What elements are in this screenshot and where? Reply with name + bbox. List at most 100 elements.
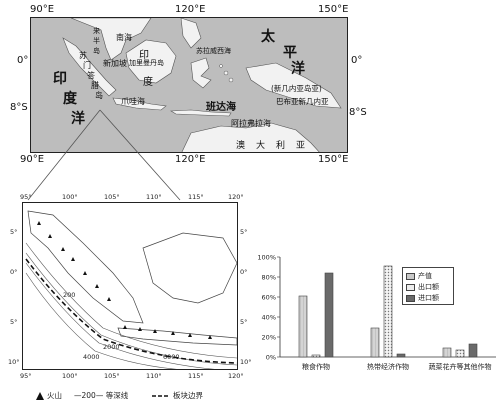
bottom-tick-95: 95° — [20, 372, 32, 380]
y-tick-label: 20% — [262, 334, 276, 342]
lon-label-120-bottom: 120°E — [175, 154, 206, 165]
top-tick-100: 100° — [62, 193, 78, 201]
legend-label-output: 产值 — [418, 272, 432, 280]
bar-产值-蔬菜花卉等其他作物 — [442, 347, 452, 358]
label-australia-3: 利 — [276, 141, 286, 151]
label-new-guinea: (新几内亚岛亚) — [271, 84, 322, 93]
right-tick-5s: 5° — [240, 318, 248, 326]
bar-进口额-蔬菜花卉等其他作物 — [468, 343, 478, 358]
label-australia-1: 澳 — [236, 141, 246, 151]
legend-swatch-output — [406, 272, 415, 280]
bar-出口额-蔬菜花卉等其他作物 — [455, 349, 465, 358]
right-tick-10s: 10° — [240, 358, 252, 366]
lon-label-150: 150°E — [318, 4, 349, 15]
legend-plate-boundary: 板块边界 — [152, 390, 203, 401]
legend-label-import: 进口额 — [418, 294, 439, 302]
label-sulawesi-sea: 苏拉威西海 — [196, 47, 231, 55]
label-pacific-ocean-2: 平 — [283, 45, 297, 61]
bar-出口额-粮食作物 — [311, 354, 321, 358]
left-tick-5s: 5° — [10, 318, 18, 326]
lat-label-0-left: 0° — [17, 55, 29, 66]
depth-label-2000: 2000 — [103, 343, 120, 351]
label-papua-new-guinea: 巴布亚新几内亚 — [276, 97, 329, 106]
label-sumatra-5: 岛 — [95, 91, 103, 100]
dashed-line-icon — [152, 394, 170, 397]
legend-item-output: 产值 — [406, 271, 432, 281]
legend-item-import: 进口额 — [406, 293, 439, 303]
legend-item-export: 出口额 — [406, 282, 439, 292]
label-indonesia-short: 印 — [139, 50, 149, 61]
label-sumatra-4: 腊 — [91, 81, 99, 90]
x-category-label: 热带经济作物 — [367, 362, 409, 371]
top-tick-120: 120° — [228, 193, 244, 201]
label-banda-sea: 班达海 — [206, 102, 236, 113]
bottom-tick-120: 120° — [228, 372, 244, 380]
lon-label-120: 120°E — [175, 4, 206, 15]
label-java-sea: 爪哇海 — [121, 97, 145, 106]
legend-swatch-export — [406, 283, 415, 291]
bottom-tick-110: 110° — [146, 372, 162, 380]
y-tick-label: 100% — [258, 254, 276, 262]
bottom-tick-115: 115° — [188, 372, 204, 380]
label-indonesia-short-2: 度 — [143, 77, 153, 88]
y-tick-label: 60% — [262, 294, 276, 302]
y-tick-label: 40% — [262, 314, 276, 322]
label-sumatra-3: 答 — [87, 71, 95, 80]
top-tick-95: 95° — [20, 193, 32, 201]
right-tick-5n: 5° — [240, 228, 248, 236]
bottom-tick-105: 105° — [104, 372, 120, 380]
left-tick-0: 0° — [10, 268, 18, 276]
lat-label-8s-left: 8°S — [10, 102, 28, 113]
volcano-icon — [36, 391, 44, 400]
right-tick-0: 0° — [240, 268, 248, 276]
legend-label-export: 出口额 — [418, 283, 439, 291]
legend-volcano-label: 火山 — [47, 391, 62, 400]
lat-label-0-right: 0° — [351, 55, 363, 66]
legend-volcano: 火山 — [36, 390, 62, 401]
label-malay-1: 来 — [93, 27, 100, 35]
top-tick-105: 105° — [104, 193, 120, 201]
legend-isobath: —200— 等深线 — [74, 390, 128, 401]
label-malay-3: 岛 — [93, 47, 100, 55]
label-australia-2: 大 — [256, 141, 266, 151]
label-indian-ocean-3: 洋 — [71, 111, 85, 127]
zoomed-map-drawing — [25, 210, 237, 369]
bottom-tick-100: 100° — [62, 372, 78, 380]
label-singapore: 新加坡 — [103, 59, 127, 68]
x-category-label: 蔬菜花卉等其他作物 — [429, 362, 492, 371]
bar-出口额-热带经济作物 — [383, 265, 393, 358]
depth-label-4000: 4000 — [83, 353, 100, 361]
y-tick-label: 80% — [262, 274, 276, 282]
x-category-label: 粮食作物 — [302, 362, 330, 371]
left-tick-10s: 10° — [8, 358, 20, 366]
depth-label-6000: 6000 — [163, 353, 180, 361]
legend-plate-boundary-label: 板块边界 — [173, 391, 203, 400]
legend-isobath-label: —200— 等深线 — [74, 391, 129, 400]
bar-进口额-热带经济作物 — [396, 353, 406, 358]
bar-chart: 0% 20% 40% 60% 80% 100% 粮食作物 热带经济作物 蔬菜花卉等其他作物 — [258, 254, 496, 371]
depth-label-200: 200 — [63, 291, 76, 299]
bar-进口额-粮食作物 — [324, 272, 334, 358]
lon-label-90: 90°E — [30, 4, 55, 15]
y-tick-label: 0% — [266, 354, 276, 362]
top-tick-115: 115° — [188, 193, 204, 201]
zoomed-map: 200 2000 4000 6000 — [22, 202, 238, 370]
label-sumatra-1: 苏 — [79, 51, 87, 60]
label-pacific-ocean-1: 太 — [261, 29, 275, 45]
label-sumatra-2: 门 — [83, 61, 91, 70]
top-tick-110: 110° — [146, 193, 162, 201]
lon-label-150-bottom: 150°E — [318, 154, 349, 165]
lon-label-90-bottom: 90°E — [20, 154, 45, 165]
label-malay-2: 半 — [93, 37, 100, 45]
regional-map-land — [62, 18, 342, 152]
left-tick-5n: 5° — [10, 228, 18, 236]
lat-label-8s-right: 8°S — [349, 107, 367, 118]
regional-map: 印 度 洋 太 平 洋 南海 苏拉威西海 爪哇海 班达海 阿拉弗拉海 来 半 岛… — [30, 17, 348, 153]
label-indian-ocean-1: 印 — [53, 71, 67, 87]
bar-产值-热带经济作物 — [370, 327, 380, 358]
label-australia-4: 亚 — [296, 141, 306, 151]
label-kalimantan: 加里曼丹岛 — [129, 59, 164, 67]
label-arafura-sea: 阿拉弗拉海 — [231, 119, 271, 128]
label-south-china-sea: 南海 — [116, 33, 132, 42]
